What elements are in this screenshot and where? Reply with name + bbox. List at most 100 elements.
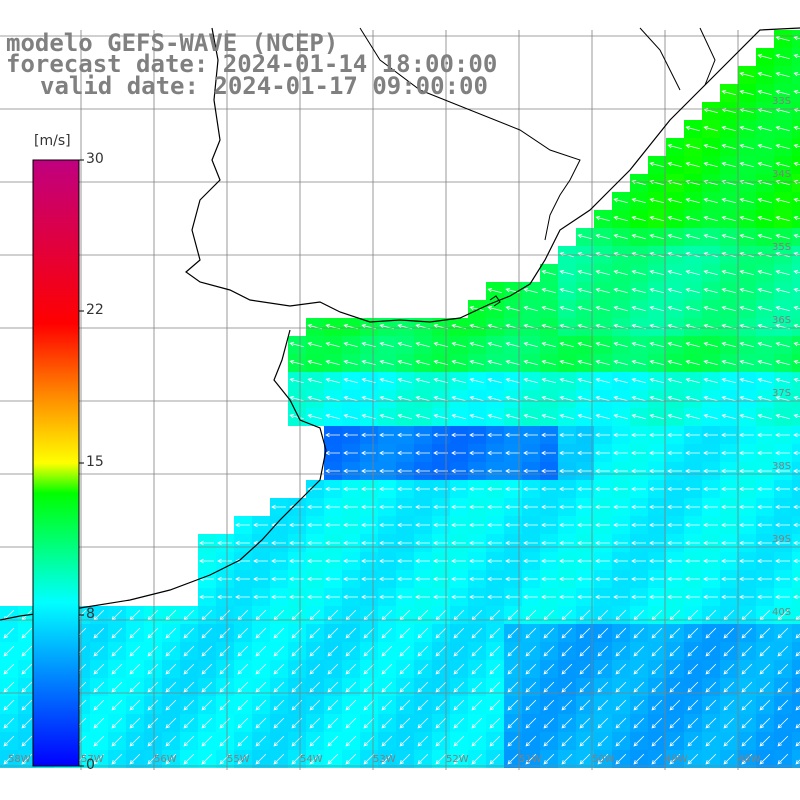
lon-label: 48W [738,754,761,765]
wind-arrow [793,125,800,131]
wind-arrow [289,377,304,384]
wind-arrow [739,287,754,294]
wind-arrow [111,717,123,729]
wind-arrow [775,53,790,60]
wind-arrow [415,522,430,528]
wind-arrow [685,143,700,150]
wind-arrow [165,699,177,711]
wind-arrow [309,663,321,675]
wind-arrow [381,627,393,639]
wind-arrow [577,558,592,564]
wind-arrow [579,735,591,747]
wind-arrow [775,143,790,150]
wind-arrow [541,359,556,366]
wind-arrow [541,576,556,582]
wind-arrow [435,735,447,747]
wind-arrow [235,540,250,546]
wind-arrow [667,594,682,600]
wind-arrow [687,681,699,693]
wind-arrow [289,341,304,348]
wind-arrow [739,305,754,312]
wind-arrow [361,359,376,366]
wind-arrow [595,504,610,510]
wind-arrow [597,681,609,693]
wind-arrow [649,161,664,168]
wind-arrow [559,594,574,600]
wind-arrow [613,558,628,564]
colorbar-tick-30: 30 [86,151,104,167]
wind-arrow [775,35,790,42]
wind-arrow [757,486,772,492]
wind-arrow [451,486,466,492]
wind-arrow [417,753,429,765]
wind-arrow [757,413,772,420]
wind-arrow [289,359,304,366]
wind-arrow [217,576,232,582]
wind-arrow [651,663,663,675]
wind-arrow [739,432,754,438]
model-title: modelo GEFS-WAVE (NCEP) [6,29,339,57]
wind-arrow [775,125,790,132]
wind-arrow [523,305,538,312]
wind-arrow [183,717,195,729]
wind-arrow [669,735,681,747]
wind-arrow [757,558,772,564]
wind-arrow [741,627,753,639]
wind-arrow [397,395,412,402]
lat-label: 36S [772,315,791,326]
wind-arrow [453,627,465,639]
wind-arrow [255,645,267,657]
wind-arrow [273,663,285,675]
wind-arrow [667,450,682,456]
wind-arrow [307,413,322,420]
wind-arrow [183,627,195,639]
wind-arrow [687,735,699,747]
wind-arrow [721,377,736,384]
wind-arrow [687,663,699,675]
wind-arrow [577,287,592,294]
wind-arrow [633,681,645,693]
wind-arrow [669,645,681,657]
wind-arrow [271,504,286,510]
wind-arrow [399,753,411,765]
wind-arrow [741,735,753,747]
wind-arrow [415,341,430,348]
wind-arrow [649,359,664,366]
wind-arrow [795,687,800,693]
wind-arrow [541,468,556,474]
wind-arrow [777,753,789,765]
lon-label: 55W [227,754,250,765]
wind-arrow [255,735,267,747]
wind-arrow [577,522,592,528]
wind-arrow [93,663,105,675]
wind-arrow [579,663,591,675]
wind-arrow [685,486,700,492]
wind-arrow [345,717,357,729]
wind-arrow [325,486,340,492]
wind-arrow [469,522,484,528]
wind-arrow [361,341,376,348]
wind-arrow [595,486,610,492]
wind-arrow [595,341,610,348]
wind-arrow [399,645,411,657]
wind-arrow [327,627,339,639]
wind-arrow [577,450,592,456]
wind-arrow [793,341,800,347]
wind-arrow [183,735,195,747]
wind-arrow [273,735,285,747]
wind-arrow [541,486,556,492]
wind-arrow [577,486,592,492]
wind-arrow [147,699,159,711]
wind-arrow [687,699,699,711]
graticule: 33S 34S 35S 36S 37S 38S 39S 40S 58W 57W 56W 55W 54W 5… [0,30,800,770]
wind-arrow [669,753,681,765]
wind-arrow [453,735,465,747]
wind-arrow [345,753,357,765]
wind-arrow [343,395,358,402]
wind-arrow [687,717,699,729]
wind-arrow [703,269,718,276]
wind-arrow [703,504,718,510]
wind-arrow [631,468,646,474]
wind-arrow [757,287,772,294]
wind-arrow [165,627,177,639]
